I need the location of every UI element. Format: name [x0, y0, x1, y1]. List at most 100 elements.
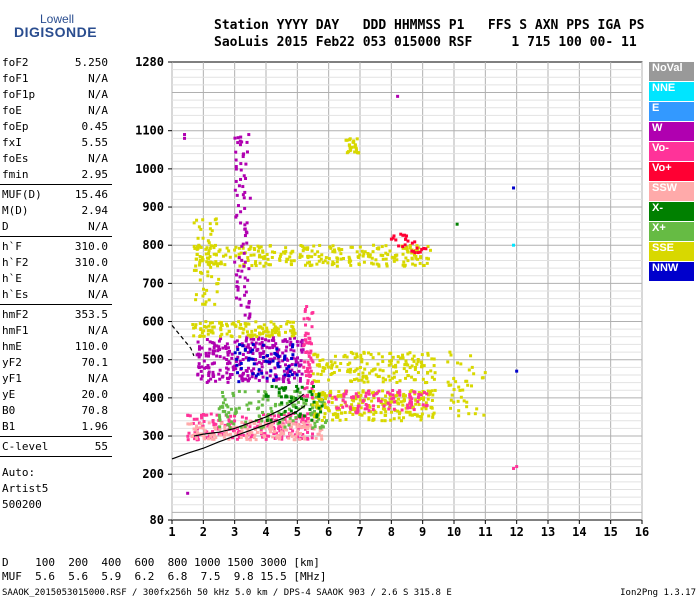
echo-point: [320, 397, 324, 401]
echo-point: [279, 324, 283, 328]
echo-point: [377, 389, 381, 393]
echo-point: [355, 137, 359, 141]
echo-point: [205, 413, 209, 417]
echo-point: [242, 263, 246, 267]
echo-point: [228, 361, 232, 365]
echo-point: [256, 244, 260, 248]
echo-point: [228, 255, 232, 259]
echo-point: [402, 260, 406, 264]
echo-point: [238, 351, 242, 355]
echo-point: [288, 432, 292, 436]
echo-point: [294, 360, 298, 364]
echo-point: [238, 374, 242, 378]
echo-point: [272, 430, 276, 434]
echo-point: [211, 349, 215, 353]
echo-point: [226, 377, 230, 381]
param-value: 5.55: [81, 136, 109, 149]
echo-point: [235, 363, 239, 367]
echo-point: [238, 431, 242, 435]
echo-point: [278, 254, 282, 258]
echo-point: [242, 174, 246, 178]
echo-point: [267, 263, 271, 267]
echo-point: [192, 268, 196, 272]
echo-point: [196, 352, 200, 356]
echo-point: [243, 223, 247, 227]
echo-point: [512, 186, 516, 190]
echo-point: [336, 394, 340, 398]
echo-point: [193, 437, 197, 441]
echo-point: [381, 360, 385, 364]
echo-point: [286, 369, 290, 373]
echo-point: [306, 427, 310, 431]
echo-point: [255, 431, 259, 435]
echo-point: [262, 355, 266, 359]
param-value: 0.45: [81, 120, 109, 133]
echo-point: [418, 414, 422, 418]
echo-point: [396, 360, 400, 364]
echo-point: [255, 407, 259, 411]
echo-point: [376, 375, 380, 379]
echo-point: [253, 344, 257, 348]
echo-point: [397, 416, 401, 420]
echo-point: [271, 359, 275, 363]
echo-point: [269, 424, 273, 428]
echo-point: [330, 401, 334, 405]
echo-point: [238, 326, 242, 330]
echo-point: [310, 311, 314, 315]
echo-point: [396, 397, 400, 401]
echo-point: [408, 246, 412, 250]
echo-point: [243, 227, 247, 231]
echo-point: [235, 193, 239, 197]
echo-point: [393, 400, 397, 404]
echo-point: [318, 364, 322, 368]
echo-point: [312, 389, 316, 393]
echo-point: [315, 415, 319, 419]
echo-point: [265, 354, 269, 358]
echo-point: [204, 365, 208, 369]
echo-point: [296, 361, 300, 365]
echo-point: [291, 356, 295, 360]
echo-point: [271, 343, 275, 347]
echo-point: [200, 331, 204, 335]
echo-point: [343, 400, 347, 404]
echo-point: [248, 348, 252, 352]
echo-point: [394, 365, 398, 369]
echo-point: [303, 334, 307, 338]
x-tick-label: 13: [541, 525, 555, 539]
echo-point: [340, 394, 344, 398]
echo-point: [198, 321, 202, 325]
param-value: N/A: [88, 152, 108, 165]
param-row: foF1 N/A: [0, 71, 112, 87]
echo-point: [360, 378, 364, 382]
echo-point: [368, 371, 372, 375]
echo-point: [297, 407, 301, 411]
echo-point: [262, 264, 266, 268]
echo-point: [264, 261, 268, 265]
echo-point: [380, 397, 384, 401]
echo-point: [359, 406, 363, 410]
echo-point: [249, 350, 253, 354]
echo-point: [200, 334, 204, 338]
echo-point: [413, 240, 417, 244]
echo-point: [246, 333, 250, 337]
echo-point: [335, 406, 339, 410]
echo-point: [410, 357, 414, 361]
echo-point: [275, 350, 279, 354]
echo-point: [206, 239, 210, 243]
echo-point: [327, 409, 331, 413]
echo-point: [480, 376, 484, 380]
echo-point: [247, 322, 251, 326]
echo-point: [248, 346, 252, 350]
echo-point: [257, 414, 261, 418]
echo-point: [242, 433, 246, 437]
echo-point: [324, 256, 328, 260]
echo-point: [356, 255, 360, 259]
echo-point: [194, 268, 198, 272]
echo-point: [482, 413, 486, 417]
echo-point: [292, 398, 296, 402]
echo-point: [416, 357, 420, 361]
echo-point: [209, 232, 213, 236]
echo-point: [201, 218, 205, 222]
echo-point: [328, 245, 332, 249]
echo-point: [320, 418, 324, 422]
